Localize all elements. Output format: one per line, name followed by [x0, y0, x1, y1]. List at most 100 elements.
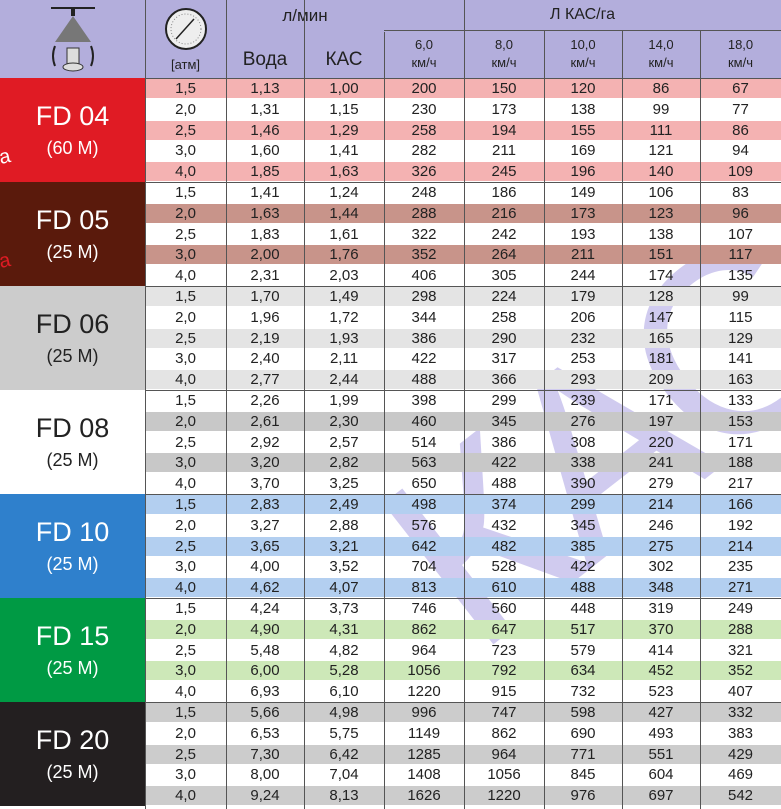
table-cell: 427 — [648, 704, 674, 721]
table-cell: 166 — [727, 496, 754, 513]
table-cell: 406 — [411, 267, 437, 285]
table-cell: 2,5 — [175, 745, 196, 763]
table-cell: 1,31 — [250, 100, 280, 118]
speed-v: 18,0 — [727, 37, 754, 52]
table-cell: 414 — [648, 641, 674, 659]
table-cell: 138 — [570, 100, 596, 118]
table-cell: 173 — [491, 100, 517, 118]
water-header: Вода — [226, 32, 304, 78]
table-cell: 690 — [570, 724, 596, 742]
table-cell: 128 — [648, 288, 674, 305]
table-cell: 165 — [648, 329, 674, 347]
nozzle-name: FD 04 — [35, 101, 110, 131]
table-cell: 288 — [727, 620, 754, 638]
table-cell: 94 — [732, 142, 749, 160]
table-cell: 2,5 — [175, 225, 196, 243]
table-cell: 746 — [411, 600, 437, 617]
table-cell: 452 — [648, 662, 674, 680]
nozzle-name: FD 06 — [35, 309, 110, 339]
table-cell: 2,5 — [175, 537, 196, 555]
table-cell: 771 — [570, 745, 596, 763]
table-cell: 1,63 — [250, 204, 280, 222]
table-cell: 4,0 — [175, 371, 196, 389]
table-cell: 245 — [491, 163, 517, 181]
table-cell: 2,40 — [250, 350, 280, 368]
table-cell: 2,83 — [250, 496, 280, 513]
table-cell: 514 — [411, 433, 437, 451]
table-cell: 488 — [411, 371, 437, 389]
speed-header: 18,0 км/ч — [700, 30, 781, 78]
table-cell: 117 — [728, 246, 753, 264]
table-cell: 1,24 — [329, 184, 359, 201]
header-pressure-cell: [атм] — [145, 0, 226, 78]
speed-u: км/ч — [570, 55, 596, 70]
table-cell: 1,15 — [329, 100, 359, 118]
table-cell: 3,73 — [329, 600, 359, 617]
table-cell: 422 — [570, 558, 596, 576]
table-cell: 77 — [732, 100, 749, 118]
table-cell: 4,0 — [175, 787, 196, 805]
table-cell: 141 — [727, 350, 754, 368]
table-cell: 5,48 — [250, 641, 280, 659]
table-cell: 115 — [728, 308, 753, 326]
table-cell: 290 — [491, 329, 517, 347]
table-cell: 732 — [570, 683, 596, 701]
table-cell: 650 — [411, 475, 437, 493]
table-cell: 248 — [411, 184, 437, 201]
nozzle-label-5: FD 15 (25 M) — [0, 598, 145, 702]
table-cell: 1,70 — [250, 288, 280, 305]
table-cell: 792 — [491, 662, 517, 680]
speed-v: 8,0 — [494, 37, 514, 52]
table-cell: 1149 — [407, 724, 441, 742]
table-cell: 206 — [570, 308, 596, 326]
table-cell: 153 — [727, 412, 754, 430]
table-cell: 3,0 — [175, 558, 196, 576]
table-cell: 6,53 — [250, 724, 280, 742]
table-cell: 560 — [491, 600, 517, 617]
table-cell: 1,44 — [329, 204, 359, 222]
table-cell: 2,5 — [175, 433, 196, 451]
table-cell: 862 — [411, 620, 437, 638]
table-cell: 390 — [570, 475, 596, 493]
table-cell: 192 — [727, 516, 754, 534]
table-cell: 169 — [570, 142, 596, 160]
table-cell: 2,5 — [175, 641, 196, 659]
table-cell: 4,24 — [250, 600, 280, 617]
table-cell: 407 — [727, 683, 754, 701]
table-cell: 1,61 — [329, 225, 359, 243]
table-cell: 305 — [491, 267, 517, 285]
table-cell: 563 — [411, 454, 437, 472]
table-cell: 2,26 — [250, 392, 280, 409]
nozzle-sub: (25 M) — [46, 450, 99, 470]
table-cell: 120 — [570, 80, 596, 97]
table-cell: 2,44 — [329, 371, 359, 389]
table-cell: 2,0 — [175, 308, 196, 326]
table-cell: 2,61 — [250, 412, 280, 430]
table-cell: 3,27 — [250, 516, 280, 534]
table-cell: 398 — [411, 392, 437, 409]
speed-u: км/ч — [491, 55, 517, 70]
table-cell: 244 — [570, 267, 596, 285]
table-cell: 321 — [727, 641, 754, 659]
table-cell: 224 — [491, 288, 517, 305]
table-cell: 4,62 — [250, 579, 280, 597]
table-cell: 4,00 — [250, 558, 280, 576]
table-cell: 6,10 — [329, 683, 359, 701]
table-cell: 4,07 — [329, 579, 359, 597]
table-cell: 96 — [732, 204, 749, 222]
table-cell: 2,0 — [175, 412, 196, 430]
column-divider — [464, 0, 465, 809]
table-cell: 239 — [570, 392, 596, 409]
nozzle-name: FD 10 — [35, 517, 110, 547]
table-cell: 3,0 — [175, 142, 196, 160]
table-cell: 140 — [648, 163, 674, 181]
table-cell: 2,5 — [175, 121, 196, 139]
table-cell: 163 — [727, 371, 754, 389]
table-cell: 1,5 — [175, 288, 196, 305]
table-cell: 4,0 — [175, 475, 196, 493]
table-cell: 432 — [491, 516, 517, 534]
table-cell: 241 — [648, 454, 674, 472]
table-cell: 3,0 — [175, 662, 196, 680]
table-cell: 1,60 — [250, 142, 280, 160]
table-cell: 964 — [411, 641, 437, 659]
